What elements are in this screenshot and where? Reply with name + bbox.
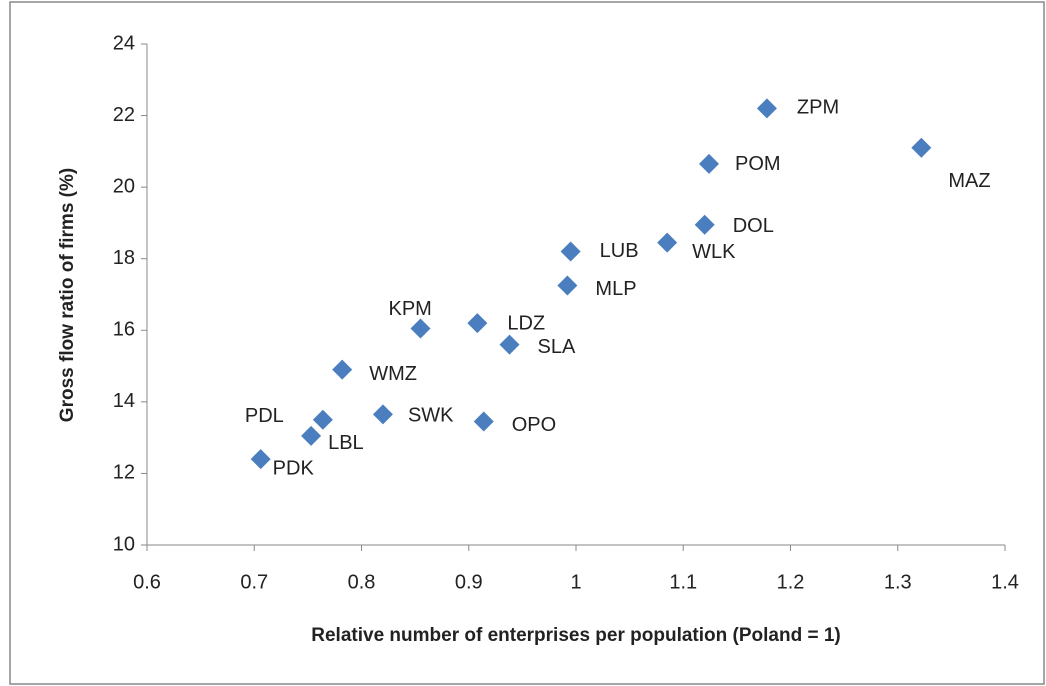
- point: [467, 313, 488, 334]
- point: [756, 98, 777, 119]
- x-tick-label: 1.2: [777, 571, 805, 593]
- point-label: SWK: [408, 405, 454, 427]
- point: [499, 334, 520, 355]
- y-tick-label: 22: [113, 104, 135, 126]
- point: [312, 409, 333, 430]
- point-label: LBL: [328, 432, 364, 454]
- point-label: MAZ: [948, 170, 990, 192]
- chart-frame: [9, 1, 1045, 685]
- point-label: DOL: [733, 215, 774, 237]
- point-label: WMZ: [369, 363, 417, 385]
- point: [372, 404, 393, 425]
- point-label: PDL: [245, 405, 284, 427]
- point: [410, 318, 431, 339]
- x-tick-label: 0.9: [455, 571, 483, 593]
- x-tick-label: 1: [570, 571, 581, 593]
- point: [332, 359, 353, 380]
- point-label: OPO: [512, 414, 556, 436]
- y-tick-label: 12: [113, 462, 135, 484]
- point: [698, 153, 719, 174]
- point-label: ZPM: [797, 97, 839, 119]
- point-label: SLA: [538, 336, 576, 358]
- y-tick-label: 18: [113, 247, 135, 269]
- x-tick-label: 1.1: [669, 571, 697, 593]
- point-label: POM: [735, 153, 781, 175]
- point-label: MLP: [595, 278, 636, 300]
- x-tick-label: 0.8: [348, 571, 376, 593]
- point-label: PDK: [273, 457, 315, 479]
- point: [557, 275, 578, 296]
- point-label: LUB: [600, 240, 639, 262]
- point: [657, 232, 678, 253]
- y-tick-label: 10: [113, 533, 135, 555]
- x-tick-label: 1.3: [884, 571, 912, 593]
- point: [473, 411, 494, 432]
- y-tick-label: 16: [113, 319, 135, 341]
- y-tick-label: 14: [113, 390, 135, 412]
- y-tick-label: 24: [113, 32, 135, 54]
- point: [250, 449, 271, 470]
- y-axis-title: Gross flow ratio of firms (%): [57, 168, 78, 422]
- point-label: KPM: [388, 298, 431, 320]
- point: [911, 137, 932, 158]
- x-tick-label: 0.6: [133, 571, 161, 593]
- x-axis-title: Relative number of enterprises per popul…: [311, 625, 840, 646]
- point-label: LDZ: [507, 312, 545, 334]
- point: [560, 241, 581, 262]
- point: [301, 425, 322, 446]
- point: [694, 214, 715, 235]
- y-tick-label: 20: [113, 175, 135, 197]
- x-tick-label: 0.7: [240, 571, 268, 593]
- x-tick-label: 1.4: [991, 571, 1019, 593]
- point-label: WLK: [692, 241, 736, 263]
